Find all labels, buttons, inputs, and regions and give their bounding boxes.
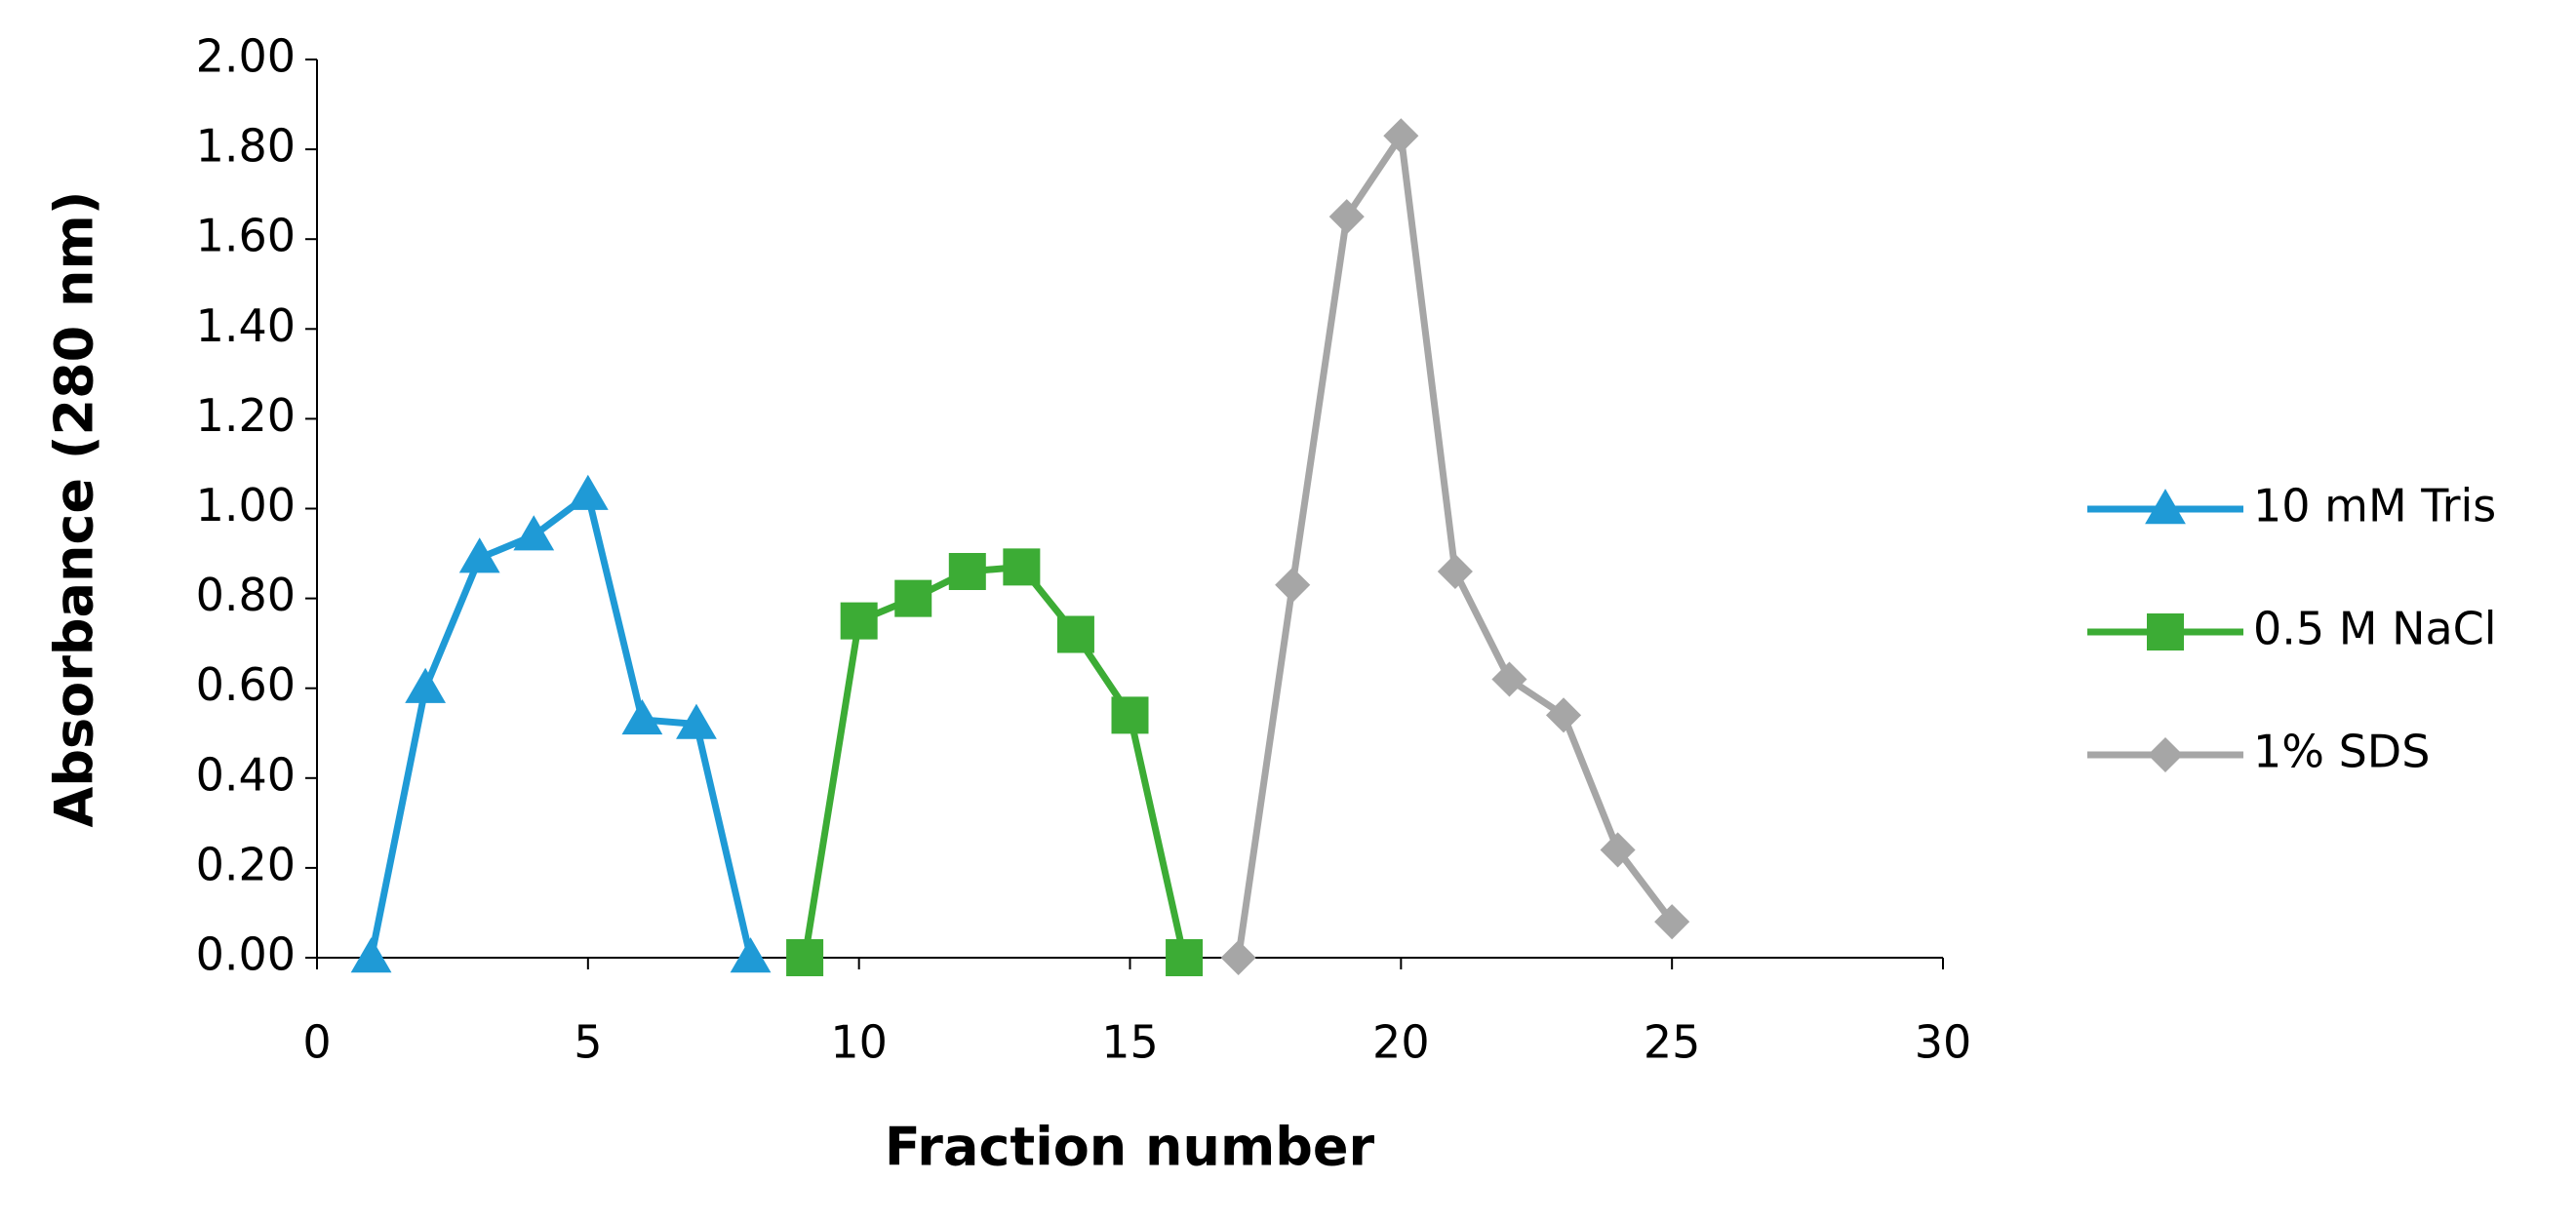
y-tick-label: 0.40 — [196, 748, 296, 801]
marker — [1056, 615, 1094, 653]
x-tick-label: 25 — [1644, 1016, 1701, 1069]
x-tick-label: 5 — [574, 1016, 602, 1069]
marker — [567, 474, 609, 510]
legend-marker — [2147, 613, 2184, 650]
marker — [1491, 661, 1527, 697]
marker — [1220, 939, 1256, 976]
x-axis-label: Fraction number — [885, 1117, 1375, 1178]
marker — [840, 602, 878, 640]
marker — [1328, 199, 1365, 235]
marker — [513, 515, 555, 551]
marker — [1275, 567, 1311, 603]
marker — [730, 937, 772, 973]
marker — [1600, 832, 1636, 868]
marker — [350, 937, 392, 973]
marker — [1111, 696, 1149, 734]
legend-marker — [2145, 489, 2186, 525]
marker — [894, 579, 932, 617]
series-line — [1235, 132, 1675, 959]
marker — [405, 667, 447, 703]
marker — [621, 699, 663, 735]
marker — [1003, 548, 1041, 586]
marker — [458, 537, 500, 573]
y-tick-label: 1.80 — [196, 120, 296, 173]
y-tick-label: 0.60 — [196, 658, 296, 711]
y-tick-label: 1.60 — [196, 210, 296, 262]
y-axis-label: Absorbance (280 nm) — [44, 191, 105, 828]
legend-marker — [2147, 736, 2184, 773]
marker — [1545, 697, 1582, 733]
marker — [1383, 118, 1419, 154]
x-tick-label: 30 — [1915, 1016, 1972, 1069]
y-tick-label: 0.20 — [196, 838, 296, 890]
marker — [1166, 939, 1204, 976]
legend-label: 0.5 M NaCl — [2253, 603, 2497, 655]
y-tick-label: 1.20 — [196, 389, 296, 442]
marker — [676, 703, 717, 739]
y-tick-label: 1.00 — [196, 479, 296, 532]
y-tick-label: 0.80 — [196, 569, 296, 621]
legend-label: 1% SDS — [2253, 726, 2430, 778]
x-tick-label: 20 — [1372, 1016, 1430, 1069]
y-tick-label: 0.00 — [196, 928, 296, 981]
y-tick-label: 2.00 — [196, 30, 296, 83]
marker — [1654, 904, 1690, 940]
x-tick-label: 0 — [302, 1016, 331, 1069]
x-tick-label: 15 — [1101, 1016, 1159, 1069]
y-tick-label: 1.40 — [196, 299, 296, 352]
marker — [1437, 553, 1473, 590]
legend-label: 10 mM Tris — [2253, 480, 2496, 532]
x-tick-label: 10 — [830, 1016, 888, 1069]
marker — [786, 939, 824, 976]
marker — [948, 552, 986, 590]
